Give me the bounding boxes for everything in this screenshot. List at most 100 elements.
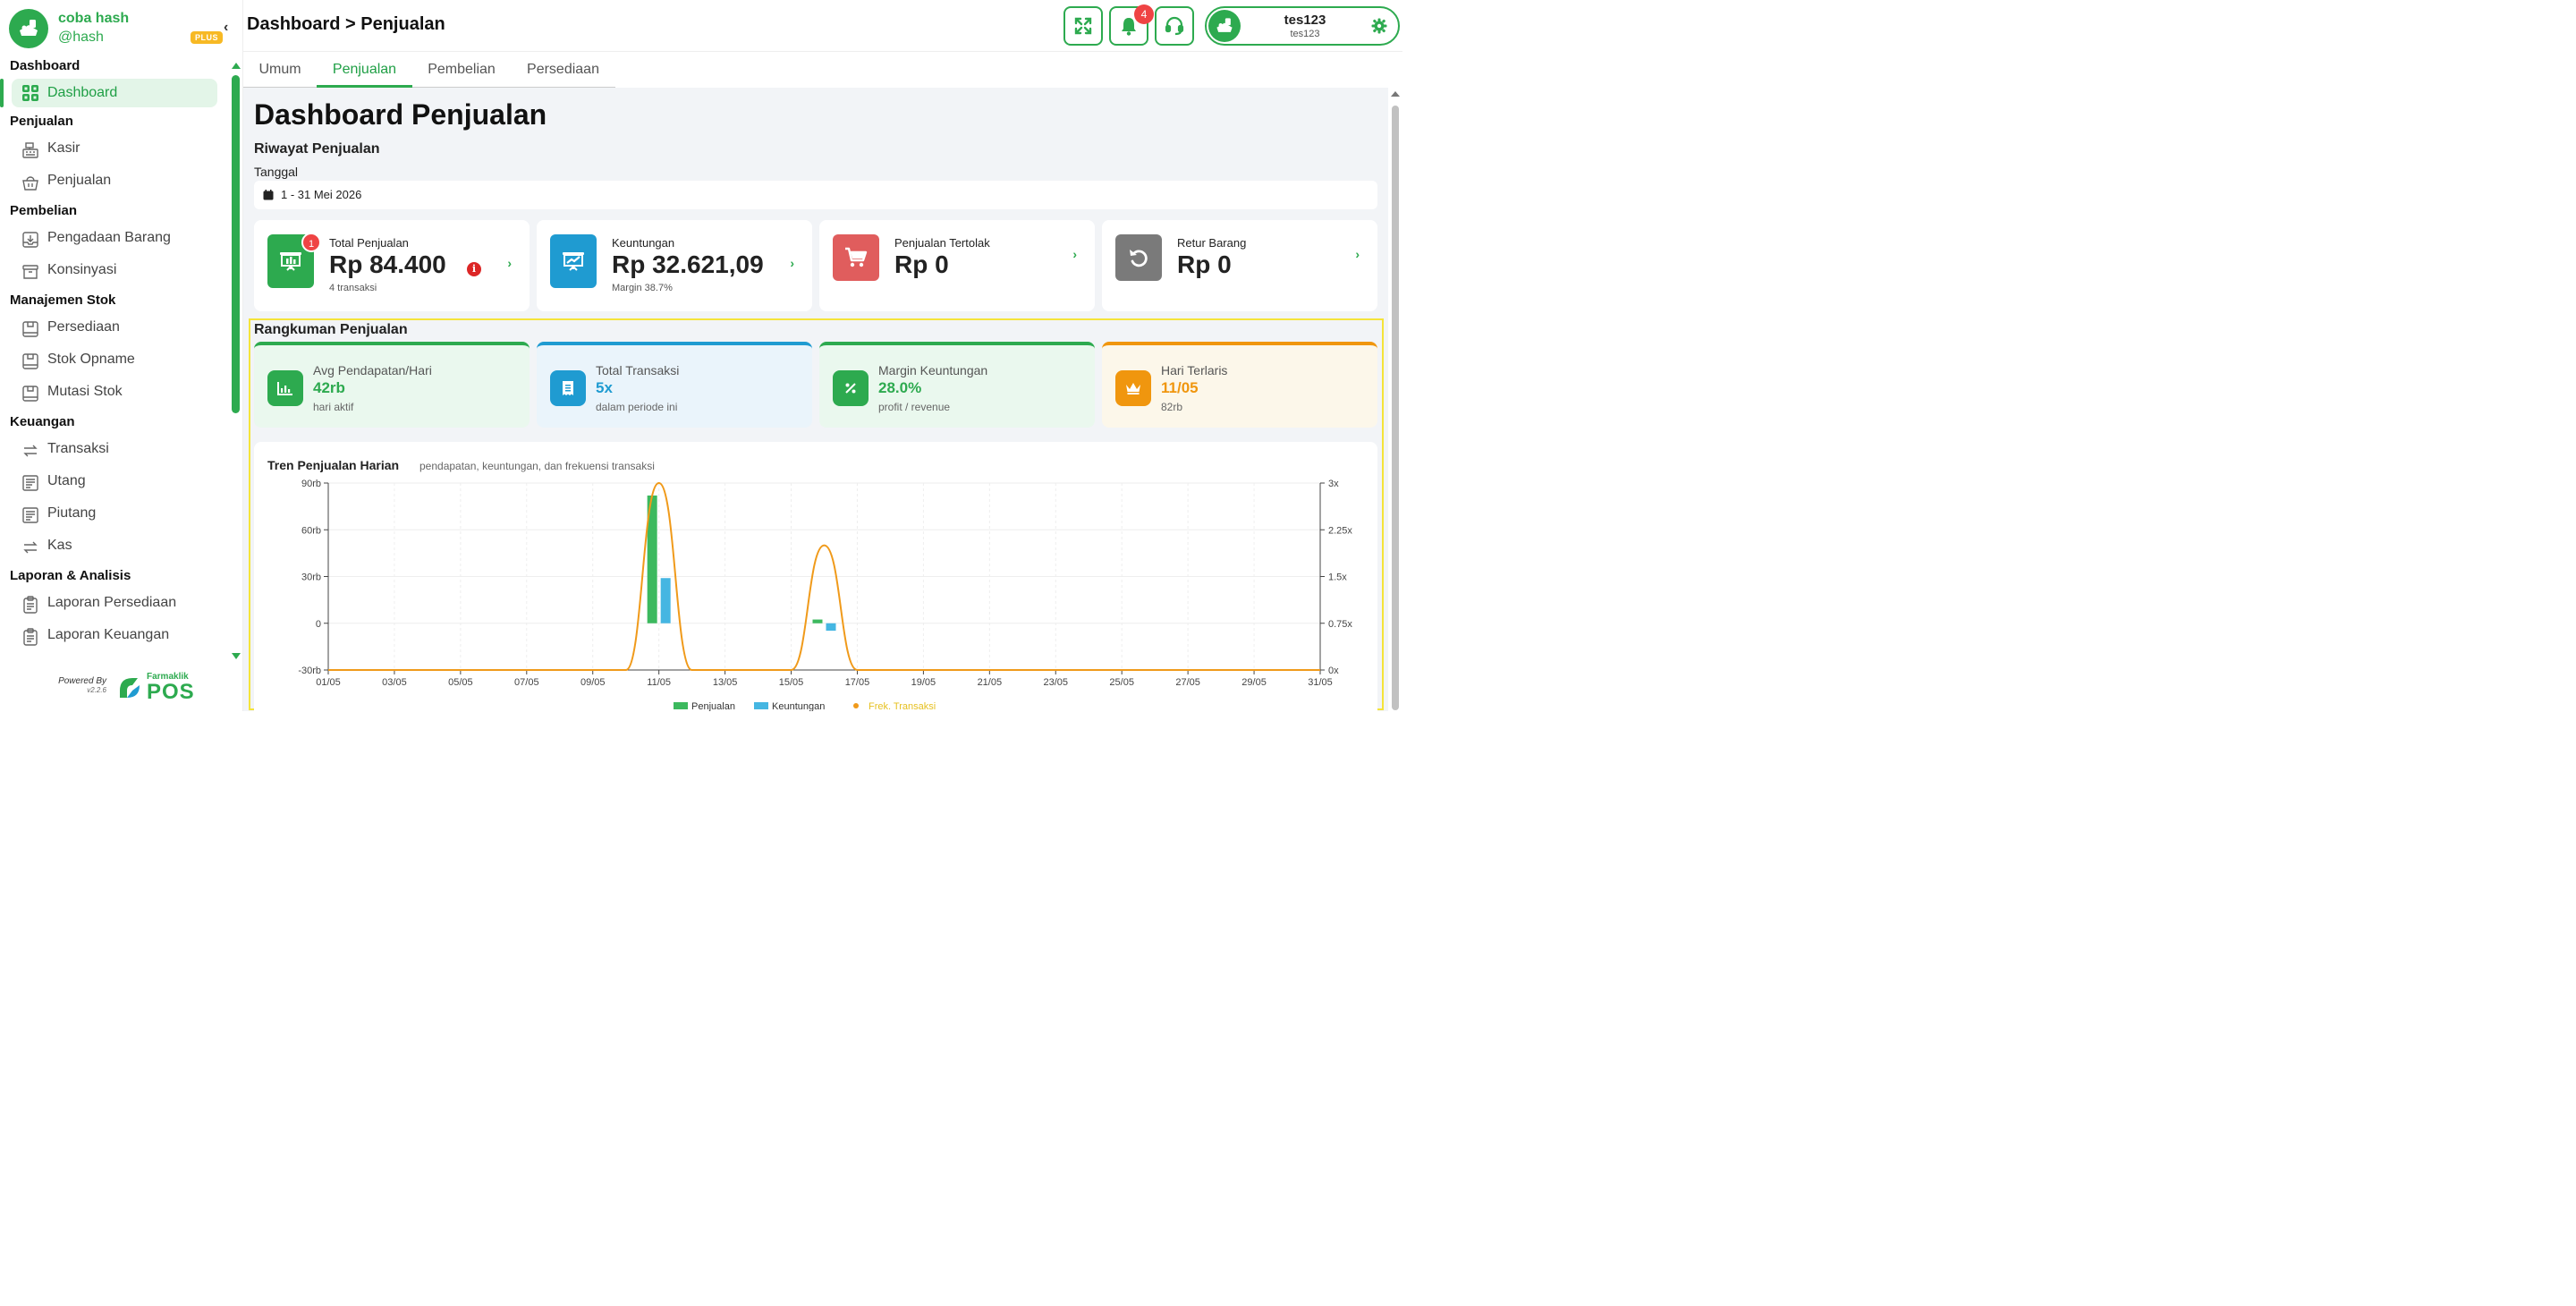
sidebar-item-konsinyasi[interactable]: Konsinyasi: [0, 254, 229, 286]
stat-label: Retur Barang: [1177, 236, 1247, 250]
tab-umum[interactable]: Umum: [258, 62, 301, 77]
main-scrollbar[interactable]: [1388, 88, 1402, 711]
notifications-button[interactable]: 4: [1109, 4, 1154, 46]
tab-pembelian[interactable]: Pembelian: [428, 62, 496, 77]
scroll-down-icon[interactable]: [232, 653, 241, 659]
daily-sales-chart: 90rb 60rb 30rb 0 -30rb 3x 2.25x 1.5x 0.75x 0x 01/0…: [298, 479, 1352, 711]
expand-icon: [1074, 17, 1092, 35]
legend-swatch: [853, 703, 859, 708]
box-icon: [21, 383, 39, 402]
chevron-right-icon[interactable]: ›: [507, 256, 512, 270]
kpi-sub: profit / revenue: [878, 401, 951, 413]
chevron-right-icon[interactable]: ›: [790, 256, 794, 270]
stat-label: Total Penjualan: [329, 236, 409, 250]
y-tick-label-right: 0.75x: [1328, 619, 1352, 630]
sidebar-scroll-thumb[interactable]: [232, 75, 240, 413]
brand[interactable]: coba hash @hash PLUS: [9, 9, 233, 50]
fullscreen-button[interactable]: [1063, 6, 1103, 46]
legend-swatch: [674, 702, 688, 709]
x-tick-label: 31/05: [1308, 677, 1333, 688]
sidebar-item-label: Piutang: [47, 505, 97, 521]
stat-penjualan-tertolak[interactable]: Penjualan Tertolak Rp 0 ›: [819, 220, 1095, 311]
y-tick-label-left: 60rb: [301, 525, 321, 536]
bar-keuntungan: [660, 578, 671, 623]
info-icon[interactable]: i: [467, 262, 481, 276]
kpi-label: Total Transaksi: [596, 363, 680, 377]
sidebar-section-title: Manajemen Stok: [10, 293, 116, 308]
date-range-picker[interactable]: 1 - 31 Mei 2026: [254, 181, 1377, 209]
x-tick-label: 11/05: [647, 677, 671, 688]
stat-label: Penjualan Tertolak: [894, 236, 990, 250]
stat-retur-barang[interactable]: Retur Barang Rp 0 ›: [1102, 220, 1377, 311]
sidebar-item-label: Laporan Persediaan: [47, 595, 177, 610]
main-content: Dashboard Penjualan Riwayat Penjualan Ta…: [243, 88, 1388, 711]
store-handle: @hash: [58, 30, 104, 45]
sidebar-item-label: Konsinyasi: [47, 262, 117, 277]
bar-keuntungan: [826, 623, 836, 632]
sidebar-item-kas[interactable]: Kas: [0, 530, 229, 562]
clipboard-icon: [21, 626, 39, 646]
tab-bar: Umum Penjualan Pembelian Persediaan: [243, 52, 615, 88]
crown-icon: [1115, 370, 1151, 406]
app-version: v2.2.6: [87, 686, 106, 694]
stat-sub: Margin 38.7%: [612, 283, 673, 293]
stat-value: Rp 0: [1177, 250, 1232, 278]
bell-icon: [1122, 18, 1136, 36]
percent-icon: [833, 370, 869, 406]
sidebar-item-laporan-persediaan[interactable]: Laporan Persediaan: [0, 587, 229, 619]
stat-total-penjualan[interactable]: 1 Total Penjualan Rp 84.400 i 4 transaks…: [254, 220, 530, 311]
tab-penjualan[interactable]: Penjualan: [317, 52, 412, 88]
chevron-right-icon[interactable]: ›: [1072, 247, 1077, 261]
sidebar-section-title: Laporan & Analisis: [10, 568, 131, 583]
x-tick-label: 09/05: [580, 677, 606, 688]
sidebar-item-laporan-keuangan[interactable]: Laporan Keuangan: [0, 619, 229, 651]
box-icon: [21, 318, 39, 337]
sidebar-item-pengadaan-barang[interactable]: Pengadaan Barang: [0, 222, 229, 254]
kpi-value: 28.0%: [878, 379, 922, 396]
sidebar-item-dashboard[interactable]: Dashboard: [0, 79, 217, 107]
user-menu[interactable]: tes123 tes123: [1205, 6, 1400, 46]
main-scroll-thumb[interactable]: [1392, 106, 1399, 710]
x-tick-label: 23/05: [1044, 677, 1069, 688]
sidebar-item-mutasi-stok[interactable]: Mutasi Stok: [0, 376, 229, 408]
kpi-value: 11/05: [1161, 379, 1199, 396]
legend-swatch: [754, 702, 768, 709]
trend-chart-icon: [550, 234, 597, 288]
support-button[interactable]: [1155, 6, 1194, 46]
sidebar-section-title: Keuangan: [10, 414, 75, 429]
sidebar-item-piutang[interactable]: Piutang: [0, 497, 229, 530]
chevron-right-icon[interactable]: ›: [1355, 247, 1360, 261]
transfer-arrows-icon: [21, 537, 39, 555]
cart-icon: [833, 234, 879, 281]
kpi-sub: dalam periode ini: [596, 401, 678, 413]
stat-keuntungan[interactable]: Keuntungan Rp 32.621,09 Margin 38.7% ›: [537, 220, 812, 311]
sidebar-section-title: Pembelian: [10, 203, 78, 218]
scroll-up-icon[interactable]: [1391, 91, 1400, 97]
gear-icon[interactable]: [1371, 18, 1387, 38]
summary-title: Rangkuman Penjualan: [254, 322, 408, 337]
scroll-up-icon[interactable]: [232, 63, 241, 69]
sidebar-item-persediaan[interactable]: Persediaan: [0, 311, 229, 343]
sidebar-item-transaksi[interactable]: Transaksi: [0, 433, 229, 465]
sidebar-item-stok-opname[interactable]: Stok Opname: [0, 343, 229, 376]
plan-badge: PLUS: [191, 31, 224, 44]
stat-value: Rp 32.621,09: [612, 250, 764, 278]
kpi-margin-keuntungan: Margin Keuntungan 28.0% profit / revenue: [819, 342, 1095, 428]
store-logo-icon: [9, 9, 48, 48]
sidebar-item-kasir[interactable]: Kasir: [0, 132, 229, 165]
sidebar-item-penjualan[interactable]: Penjualan: [0, 165, 229, 197]
farmaklik-brand-main: POS: [147, 680, 195, 704]
line-frek-transaksi: [328, 481, 1320, 671]
tab-persediaan[interactable]: Persediaan: [527, 62, 599, 77]
collapse-sidebar-icon[interactable]: ‹: [224, 20, 229, 35]
kpi-avg-pendapatan: Avg Pendapatan/Hari 42rb hari aktif: [254, 342, 530, 428]
date-label: Tanggal: [254, 165, 299, 179]
sidebar-item-label: Transaksi: [47, 441, 109, 456]
y-tick-label-right: 3x: [1328, 479, 1339, 489]
y-tick-label-right: 2.25x: [1328, 525, 1352, 536]
x-tick-label: 27/05: [1175, 677, 1200, 688]
kpi-value: 5x: [596, 379, 613, 396]
undo-icon: [1115, 234, 1162, 281]
sidebar-scrollbar[interactable]: [232, 63, 241, 662]
sidebar-item-utang[interactable]: Utang: [0, 465, 229, 497]
